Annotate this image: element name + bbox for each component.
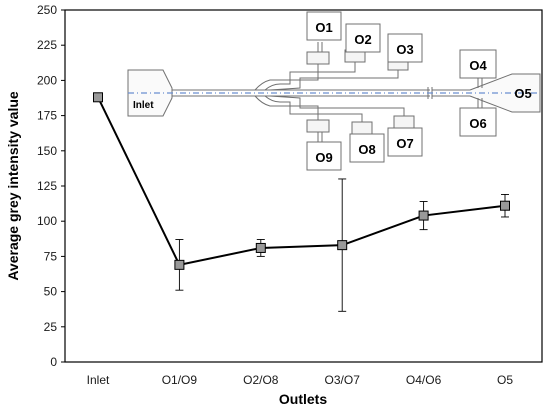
y-tick-label: 125 (37, 179, 57, 193)
y-tick-label: 175 (37, 109, 57, 123)
y-tick-label: 75 (44, 249, 58, 263)
x-axis: Inlet O1/O9 O2/O8 O3/O7 O4/O6 O5 (87, 373, 514, 387)
y-tick-label: 200 (37, 73, 57, 87)
outlet-label-o6: O6 (469, 116, 486, 131)
outlet-label-o7: O7 (396, 136, 413, 151)
series-layer (93, 92, 510, 312)
y-tick-label: 50 (44, 285, 58, 299)
y-axis: 0 25 50 75 100 125 150 175 200 225 250 (37, 3, 65, 369)
x-tick-label: O1/O9 (162, 373, 198, 387)
outlet-label-o3: O3 (396, 42, 413, 57)
series-line (97, 96, 506, 266)
y-axis-title: Average grey intensity value (5, 91, 21, 281)
x-tick-label: Inlet (87, 373, 110, 387)
outlet-label-o5: O5 (514, 86, 531, 101)
y-tick-label: 250 (37, 3, 57, 17)
x-tick-label: O5 (497, 373, 513, 387)
x-tick-label: O3/O7 (325, 373, 361, 387)
channel-diagram: Inlet O1 (127, 11, 541, 171)
y-tick-label: 0 (50, 355, 57, 369)
x-tick-label: O4/O6 (406, 373, 442, 387)
data-point-o2-o8 (255, 242, 266, 253)
y-tick-label: 25 (44, 320, 58, 334)
outlet-label-o1: O1 (315, 20, 332, 35)
outlet-label-o2: O2 (354, 32, 371, 47)
data-point-inlet (93, 92, 103, 103)
y-tick-label: 225 (37, 38, 57, 52)
y-tick-label: 100 (37, 214, 57, 228)
y-tick-label: 150 (37, 144, 57, 158)
outlet-label-o9: O9 (315, 150, 332, 165)
data-point-o5 (500, 200, 510, 211)
inlet-label: Inlet (133, 100, 154, 111)
data-point-o4-o6 (418, 210, 429, 221)
x-axis-title: Outlets (279, 391, 327, 407)
data-point-o3-o7 (337, 240, 348, 251)
outlet-label-o4: O4 (469, 58, 487, 73)
outlet-label-o8: O8 (358, 142, 375, 157)
data-point-o1-o9 (174, 259, 185, 270)
x-tick-label: O2/O8 (243, 373, 279, 387)
